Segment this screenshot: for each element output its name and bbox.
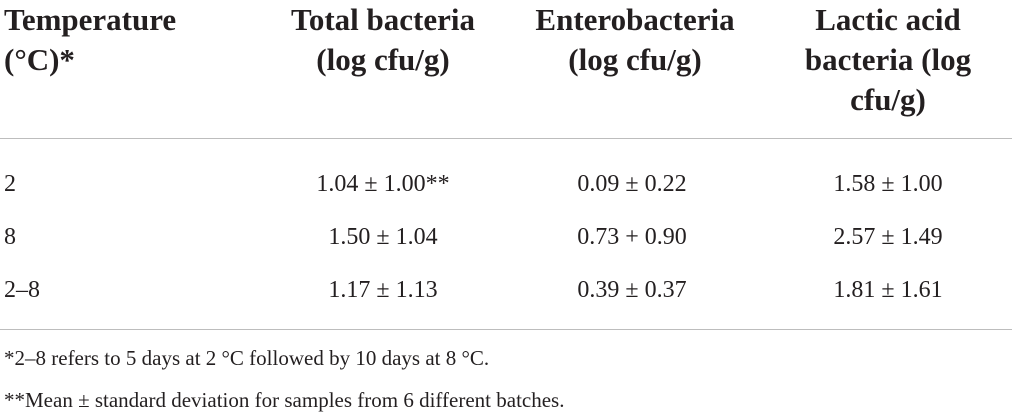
column-header: Temperature (°C)*: [4, 2, 177, 77]
table-cell: 1.50 ± 1.04: [328, 224, 438, 250]
table-cell: 1.81 ± 1.61: [833, 277, 943, 303]
table-cell: 1.04 ± 1.00**: [316, 171, 450, 197]
column-header: Lactic acid bacteria (log cfu/g): [804, 2, 972, 117]
footnote: *2–8 refers to 5 days at 2 °C followed b…: [4, 346, 490, 370]
table-cell: 0.73 + 0.90: [577, 224, 687, 250]
table-cell: 0.09 ± 0.22: [577, 171, 687, 197]
table-cell: 2: [4, 171, 16, 197]
column-header: Enterobacteria (log cfu/g): [535, 2, 735, 77]
table-cell: 1.17 ± 1.13: [328, 277, 438, 303]
header-rule: [0, 138, 1012, 139]
table-cell: 2.57 ± 1.49: [833, 224, 943, 250]
bottom-rule: [0, 329, 1012, 330]
footnote: **Mean ± standard deviation for samples …: [4, 388, 565, 412]
table-cell: 0.39 ± 0.37: [577, 277, 687, 303]
table-cell: 2–8: [4, 277, 40, 303]
table-cell: 1.58 ± 1.00: [833, 171, 943, 197]
table-cell: 8: [4, 224, 16, 250]
column-header: Total bacteria (log cfu/g): [291, 2, 475, 77]
